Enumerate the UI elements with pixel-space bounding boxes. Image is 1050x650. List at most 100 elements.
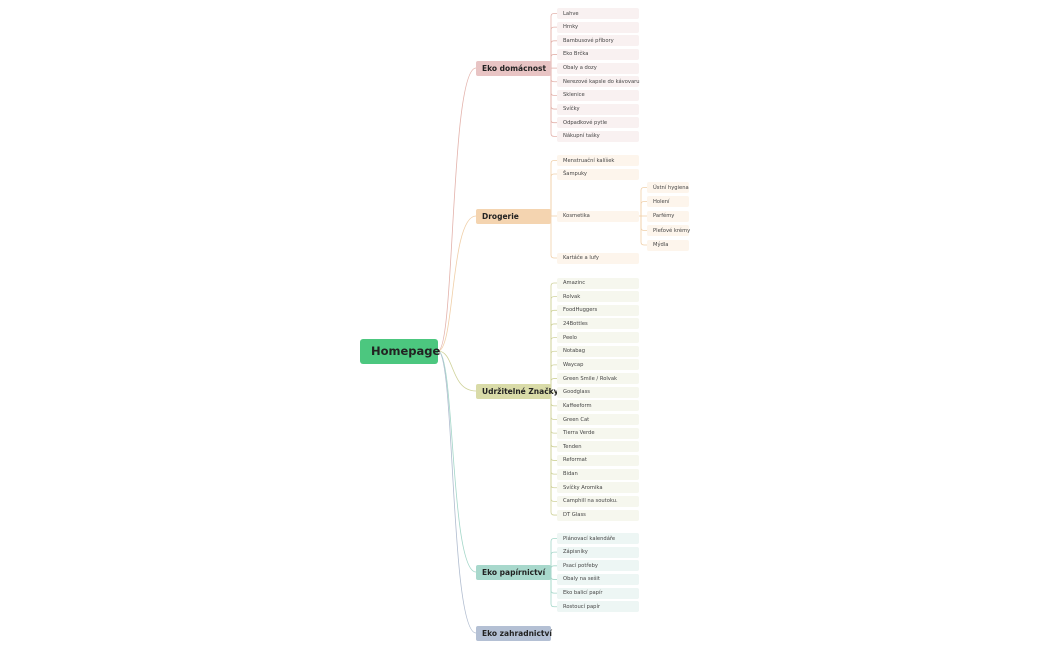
root-node-homepage[interactable]: Homepage [360, 338, 440, 364]
connector-line [550, 337, 557, 391]
leaf-item[interactable]: FoodHuggers [557, 304, 639, 316]
subleaf-item-label: Pleťové krémy [653, 227, 691, 234]
leaf-item[interactable]: Nerezové kapsle do kávovaru [557, 76, 640, 88]
leaf-item[interactable]: Nákupní tašky [557, 130, 639, 142]
branch-4[interactable]: Eko zahradnictví [476, 625, 552, 641]
leaf-item[interactable]: Sklenice [557, 89, 639, 101]
leaf-item[interactable]: Lahve [557, 8, 639, 19]
leaf-item[interactable]: Kartáče a lufy [557, 252, 639, 264]
leaf-item-label: Lahve [563, 10, 579, 17]
leaf-item[interactable]: Bidan [557, 468, 639, 480]
subleaf-item[interactable]: Mýdla [647, 239, 689, 251]
connector-line [640, 216, 647, 246]
connector-line [550, 216, 557, 259]
leaf-item[interactable]: Green Cat [557, 414, 639, 425]
leaf-item-label: Plánovací kalendáře [563, 535, 616, 542]
connector-line [437, 350, 477, 573]
subleaf-item-label: Mýdla [653, 242, 669, 248]
connector-line [437, 350, 477, 634]
leaf-item[interactable]: Hrnky [557, 21, 639, 33]
connector-line [550, 391, 557, 434]
subleaf-item[interactable]: Holení [647, 196, 689, 207]
leaf-item-label: Tierra Verde [563, 430, 595, 437]
leaf-item[interactable]: Notabag [557, 345, 639, 357]
leaf-item[interactable]: Menstruační kalíšek [557, 155, 639, 166]
leaf-item[interactable]: Camphill na soutoku. [557, 495, 639, 507]
leaf-item[interactable]: Tenden [557, 441, 639, 453]
leaf-item[interactable]: Rolvak [557, 291, 639, 303]
leaf-item-label: Šampuky [563, 171, 587, 177]
connector-line [640, 187, 647, 216]
connector-line [437, 67, 477, 352]
leaf-item-label: Green Smile / Rolvak [563, 375, 618, 382]
leaf-item[interactable]: Svíčky Aromika [557, 482, 639, 494]
leaf-item[interactable]: Kaffeeform [557, 400, 639, 412]
connector-line [437, 350, 477, 392]
leaf-item[interactable]: Obaly a dozy [557, 62, 639, 74]
leaf-item-label: Rostoucí papír [563, 603, 601, 610]
leaf-item[interactable]: Tierra Verde [557, 427, 639, 439]
connector-line [437, 215, 477, 352]
connector-line [550, 538, 557, 572]
leaf-item-label: Green Cat [563, 416, 590, 423]
branch-3[interactable]: Eko papírnictví [476, 564, 551, 580]
branch-2-label: Udržitelné Značky [482, 386, 559, 396]
leaf-item-label: Obaly na sešit [563, 576, 600, 583]
leaf-item-label: Kartáče a lufy [563, 255, 599, 261]
leaf-item[interactable]: Obaly na sešit [557, 573, 639, 585]
leaf-item[interactable]: Rostoucí papír [557, 601, 639, 613]
branch-4-label: Eko zahradnictví [482, 628, 552, 638]
leaf-item[interactable]: Šampuky [557, 168, 639, 180]
leaf-item[interactable]: Svíčky [557, 103, 639, 115]
connector-line [550, 565, 557, 572]
branch-3-label: Eko papírnictví [482, 567, 546, 577]
leaf-item-label: DT Glass [563, 512, 586, 519]
leaf-item-label: Goodglass [563, 389, 590, 396]
connector-line [550, 282, 557, 391]
leaf-item[interactable]: Psací potřeby [557, 560, 639, 572]
leaf-item-label: Eko balicí papír [563, 590, 603, 597]
leaf-item-label: Bidan [563, 471, 578, 478]
leaf-item[interactable]: DT Glass [557, 509, 639, 521]
leaf-item-label: Tenden [563, 443, 582, 450]
leaf-item[interactable]: Green Smile / Rolvak [557, 373, 639, 385]
branch-1-label: Drogerie [482, 211, 519, 221]
leaf-item[interactable]: Peelo [557, 332, 639, 344]
connector-line [550, 551, 557, 572]
leaf-item-label: Svíčky Aromika [563, 484, 603, 491]
leaf-item-label: Waycap [563, 361, 584, 368]
connector-line [550, 26, 557, 68]
branch-1[interactable]: Drogerie [476, 208, 551, 224]
connector-line [550, 173, 557, 216]
branch-2[interactable]: Udržitelné Značky [476, 383, 559, 399]
leaf-item-label: Rolvak [563, 293, 581, 300]
leaf-item[interactable]: 24Bottles [557, 318, 639, 330]
leaf-item-label: Reformat [563, 457, 587, 464]
subleaf-item-label: Holení [653, 198, 670, 205]
connector-line [550, 54, 557, 68]
leaf-item[interactable]: Amazinc [557, 277, 639, 289]
leaf-item[interactable]: Plánovací kalendáře [557, 533, 639, 544]
connector-line [550, 160, 557, 216]
subleaf-item[interactable]: Parfémy [647, 210, 689, 222]
leaf-item-label: Psací potřeby [563, 562, 598, 569]
subleaf-item[interactable]: Pleťové krémy [647, 225, 691, 236]
leaf-item[interactable]: Bambusové příbory [557, 35, 639, 47]
leaf-item[interactable]: Reformat [557, 454, 639, 466]
connector-line [550, 391, 557, 516]
connector-line [550, 68, 557, 110]
leaf-item[interactable]: Eko balicí papír [557, 587, 639, 599]
leaf-item-label: Kosmetika [563, 213, 590, 219]
leaf-item[interactable]: Odpadkové pytle [557, 117, 639, 129]
leaf-item[interactable]: Waycap [557, 359, 639, 371]
leaf-item-label: FoodHuggers [563, 307, 598, 314]
subleaf-item[interactable]: Ústní hygiena [647, 182, 689, 193]
connector-line [550, 309, 557, 391]
leaf-item-label: Odpadkové pytle [563, 119, 608, 126]
leaf-item[interactable]: Goodglass [557, 386, 639, 398]
branch-0[interactable]: Eko domácnost [476, 60, 551, 76]
leaf-item[interactable]: Kosmetika [557, 210, 639, 222]
leaf-item[interactable]: Eko Brčka [557, 48, 639, 60]
leaf-item[interactable]: Zápisníky [557, 546, 639, 558]
